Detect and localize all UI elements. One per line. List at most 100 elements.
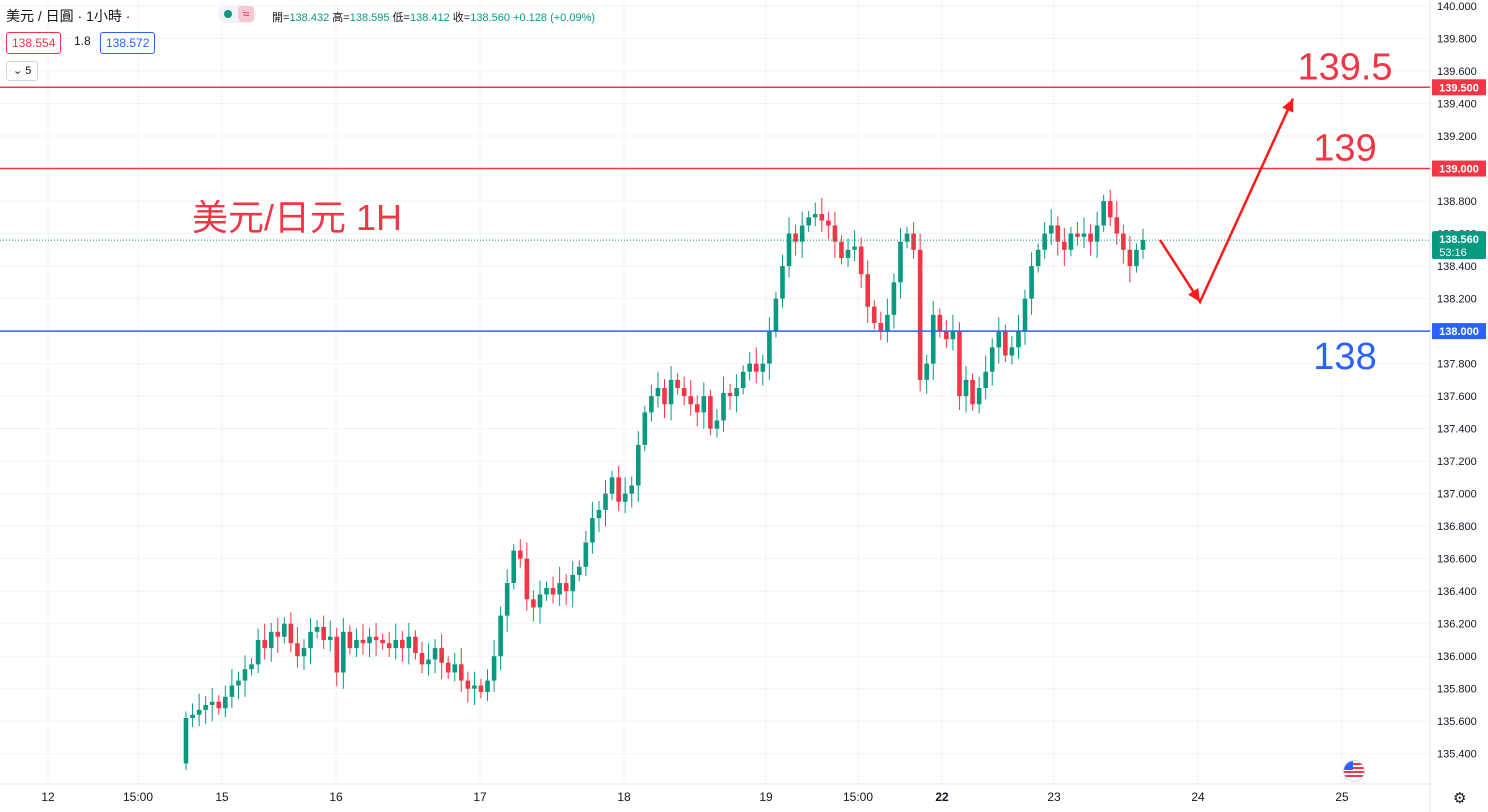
candle (452, 652, 458, 682)
candle-body (1016, 331, 1021, 348)
horizontal-gridlines (0, 5, 1430, 755)
collapse-chevron-icon: ⌄ (13, 65, 23, 77)
candle-body (767, 331, 772, 364)
x-tick-label: 15:00 (843, 790, 873, 804)
candle (812, 202, 818, 227)
candle (347, 625, 353, 655)
candle-body (1088, 233, 1093, 242)
candle (1134, 243, 1139, 273)
y-tick-label: 139.800 (1437, 34, 1477, 46)
y-tick-label: 137.000 (1437, 489, 1477, 501)
candle (380, 633, 385, 650)
candle-body (334, 636, 340, 673)
projection-arrowhead-down (1188, 287, 1200, 302)
candle (576, 560, 582, 582)
candle-body (721, 392, 726, 421)
candle-body (799, 225, 805, 242)
symbol-title[interactable]: 美元 / 日圓 · 1小時 · (6, 8, 131, 24)
candle-body (708, 396, 713, 429)
candle (229, 669, 235, 709)
candle-body (996, 331, 1002, 348)
level-price-tag-text: 138.000 (1439, 326, 1479, 338)
candle-body (380, 639, 385, 644)
candle-body (924, 363, 929, 380)
candles (183, 189, 1146, 770)
candle (590, 501, 595, 554)
candle (721, 376, 726, 432)
candle-body (898, 241, 903, 283)
candle (944, 319, 949, 349)
candle-body (1062, 241, 1067, 250)
candle-body (288, 623, 294, 644)
candle-body (491, 656, 497, 681)
candle (406, 622, 412, 665)
sell-button[interactable]: 138.554 (6, 32, 62, 54)
chart-mode-toggle[interactable]: ≈ (218, 5, 256, 23)
candle (557, 566, 562, 606)
candle (898, 227, 903, 299)
y-tick-label: 137.800 (1437, 359, 1477, 371)
candle-body (472, 685, 477, 689)
candle (1009, 335, 1015, 365)
projection-arrow-path (1158, 98, 1295, 305)
candle (288, 612, 294, 653)
candle-body (983, 371, 988, 388)
candle (517, 539, 523, 568)
candle-body (596, 509, 602, 519)
candle (911, 222, 916, 259)
candle-body (616, 477, 621, 502)
y-tick-label: 135.400 (1437, 749, 1477, 761)
spread-value: 1.8 (74, 34, 91, 48)
candle-body (1121, 233, 1126, 250)
candle-body (249, 664, 254, 670)
candle (439, 634, 444, 679)
candle (786, 217, 792, 278)
candle (950, 314, 956, 351)
candle-body (609, 477, 615, 494)
candle (740, 365, 746, 395)
candle (236, 671, 241, 700)
candle-body (694, 404, 700, 413)
candle (747, 352, 753, 381)
candle-body (826, 220, 831, 226)
candle-body (393, 639, 399, 649)
candle (629, 476, 635, 508)
candle-body (314, 626, 320, 632)
candle-body (858, 246, 864, 275)
candle (1094, 211, 1100, 258)
collapse-indicators-button[interactable]: ⌄ 5 (6, 61, 39, 81)
candle-body (550, 587, 556, 595)
candle-body (367, 636, 372, 644)
candle-body (603, 493, 608, 510)
candle (635, 431, 641, 502)
candle-body (531, 599, 536, 608)
candle (871, 300, 877, 330)
candle (341, 618, 346, 689)
y-tick-label: 136.400 (1437, 586, 1477, 598)
us-flag-icon[interactable] (1343, 760, 1365, 782)
market-status-dot-icon (224, 10, 232, 18)
candle (1088, 224, 1093, 256)
candle (570, 561, 576, 608)
candle (544, 581, 549, 601)
candle (223, 685, 228, 718)
candle-body (1114, 217, 1120, 234)
gear-icon[interactable]: ⚙ (1453, 790, 1467, 807)
candle-body (360, 639, 366, 644)
candle-body (524, 558, 530, 600)
candle (432, 639, 438, 674)
candle (773, 292, 779, 338)
candle-body (557, 583, 562, 595)
candle-body (1009, 347, 1015, 356)
candle (472, 671, 477, 705)
candle-body (793, 233, 798, 242)
wave-icon[interactable]: ≈ (238, 6, 254, 22)
candle-body (445, 662, 451, 673)
candle-body (209, 701, 215, 705)
buy-button[interactable]: 138.572 (100, 32, 156, 54)
candle-body (1107, 201, 1113, 218)
candle (262, 623, 267, 660)
candle-body (576, 566, 582, 575)
candle (1081, 217, 1087, 249)
